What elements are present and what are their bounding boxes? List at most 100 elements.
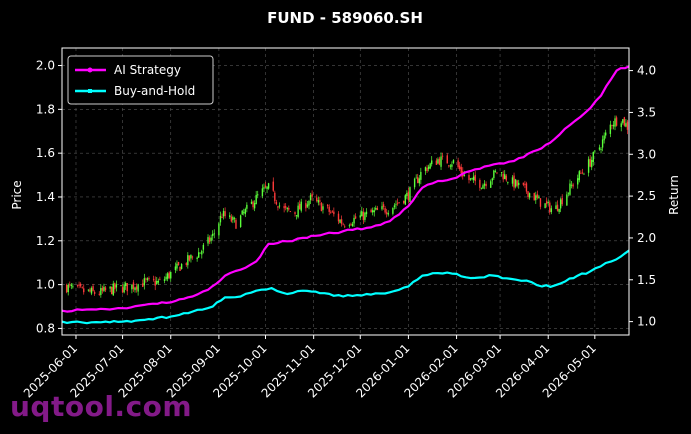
candle-body: [600, 148, 602, 150]
candle-body: [507, 182, 509, 183]
candle-body: [207, 237, 209, 244]
candle-body: [124, 283, 127, 286]
candle-body: [326, 204, 329, 207]
candle-body: [222, 210, 225, 217]
candle-body: [156, 280, 158, 285]
candle-body: [252, 201, 254, 208]
candle-body: [496, 172, 498, 174]
candle-body: [170, 271, 172, 279]
candle-body: [333, 211, 335, 215]
candle-body: [404, 195, 407, 205]
candle-body: [493, 170, 495, 179]
candle-body: [266, 186, 268, 189]
candle-body: [92, 286, 94, 291]
candle-body: [396, 202, 399, 204]
candle-body: [440, 156, 442, 167]
candle-body: [620, 123, 622, 127]
candle-body: [340, 219, 343, 224]
candle-body: [330, 212, 332, 214]
candle-body: [224, 211, 226, 217]
candle-body: [339, 219, 341, 223]
candle-body: [185, 263, 187, 265]
candle-body: [298, 203, 301, 210]
candle-body: [146, 278, 149, 280]
candle-body: [438, 158, 441, 165]
candle-body: [229, 215, 231, 218]
candle-body: [592, 151, 594, 162]
candle-body: [426, 167, 428, 172]
candle-body: [460, 167, 462, 174]
candle-body: [277, 206, 279, 208]
candle-body: [143, 278, 146, 286]
candle-body: [371, 210, 374, 213]
candle-body: [328, 206, 330, 212]
candle-body: [244, 209, 247, 214]
candle-body: [472, 176, 475, 181]
candle-body: [297, 205, 299, 218]
candle-body: [505, 175, 507, 181]
candle-body: [504, 174, 506, 179]
chart-title: FUND - 589060.SH: [267, 9, 423, 27]
candle-body: [213, 233, 215, 235]
candle-body: [626, 121, 629, 130]
candle-body: [392, 207, 394, 214]
candle-body: [591, 159, 593, 168]
candle-body: [483, 183, 486, 186]
candle-body: [230, 216, 233, 222]
candle-body: [393, 205, 396, 208]
candle-body: [572, 184, 574, 187]
candle-body: [233, 218, 236, 219]
candle-body: [264, 185, 267, 188]
candle-body: [511, 177, 514, 184]
candle-body: [115, 284, 118, 288]
candle-body: [611, 125, 613, 126]
candle-body: [211, 233, 214, 236]
candle-body: [354, 216, 357, 219]
candle-body: [384, 208, 386, 213]
candle-body: [555, 205, 557, 210]
candle-body: [278, 205, 281, 207]
candle-body: [320, 202, 323, 212]
y-tick-label-left: 1.4: [36, 190, 55, 204]
candle-body: [90, 288, 93, 294]
candle-body: [306, 204, 309, 207]
price-candles: [65, 115, 629, 298]
candle-body: [154, 280, 156, 286]
candle-body: [126, 283, 128, 292]
candle-body: [544, 203, 546, 209]
candle-body: [348, 225, 351, 227]
candle-body: [468, 175, 470, 181]
candle-body: [437, 159, 439, 164]
candle-body: [134, 287, 136, 291]
candle-body: [351, 223, 354, 226]
candle-body: [174, 266, 177, 271]
candle-body: [452, 159, 455, 163]
candle-body: [479, 180, 481, 188]
candle-body: [559, 199, 562, 209]
candle-body: [112, 283, 114, 296]
candle-body: [283, 206, 285, 209]
candle-body: [577, 178, 579, 185]
candle-body: [385, 212, 388, 214]
candle-body: [284, 206, 287, 208]
candle-body: [166, 273, 169, 279]
candle-body: [319, 200, 321, 202]
candle-body: [491, 178, 493, 181]
candle-body: [480, 187, 483, 189]
candle-body: [623, 117, 626, 126]
legend-label-buyhold: Buy-and-Hold: [114, 84, 195, 98]
candle-body: [474, 174, 476, 182]
candle-body: [239, 215, 242, 227]
candle-body: [114, 283, 116, 290]
candle-body: [219, 215, 222, 223]
candle-body: [263, 187, 265, 189]
candle-body: [549, 202, 551, 213]
y-tick-label-left: 1.2: [36, 234, 55, 248]
y-tick-label-left: 2.0: [36, 59, 55, 73]
candle-body: [83, 288, 85, 293]
series-lines: [61, 65, 630, 325]
candle-body: [435, 160, 438, 165]
candle-body: [176, 263, 178, 269]
y-tick-label-right: 2.5: [637, 189, 656, 203]
candle-body: [403, 200, 405, 204]
